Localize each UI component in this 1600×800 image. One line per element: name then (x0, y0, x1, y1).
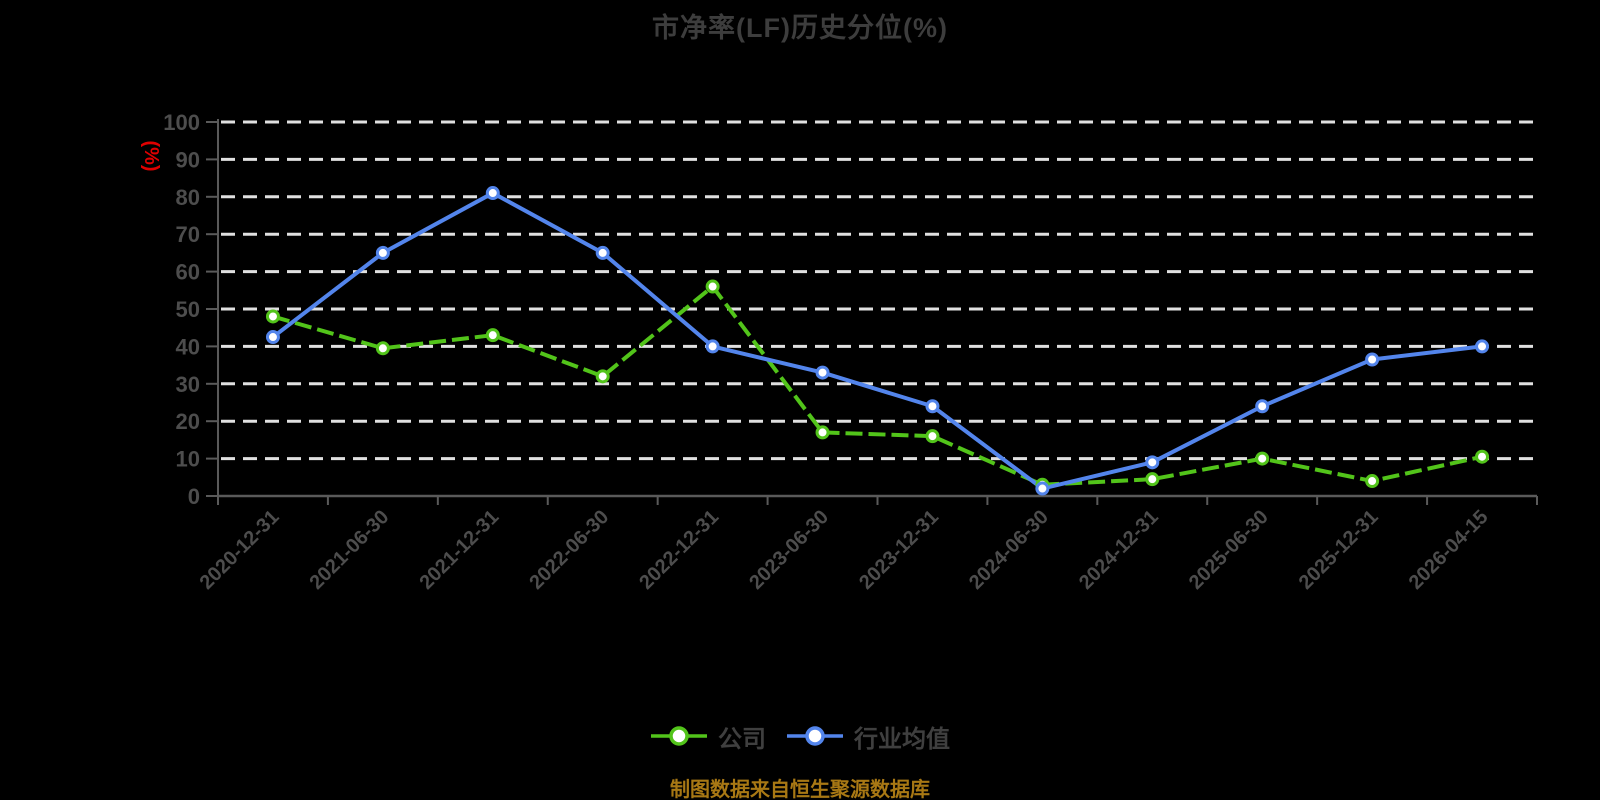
y-axis-label: 0 (188, 484, 200, 509)
industry-average-data-point (1365, 352, 1380, 367)
company-data-point (1255, 451, 1270, 466)
company-data-point (265, 309, 280, 324)
industry-average-data-point (1145, 455, 1160, 470)
industry-average-data-point (925, 399, 940, 414)
x-axis-label: 2024-12-31 (1075, 506, 1163, 594)
y-axis-label: 60 (176, 260, 200, 285)
x-axis-label: 2022-06-30 (525, 506, 613, 594)
y-axis-label: 50 (176, 297, 200, 322)
industry-average-data-point (1035, 481, 1050, 496)
company-data-point (925, 429, 940, 444)
legend-item-industry-average[interactable]: 行业均值 (786, 719, 950, 754)
x-axis-label: 2021-06-30 (306, 506, 394, 594)
x-axis-label: 2024-06-30 (965, 506, 1053, 594)
y-axis-label: 100 (163, 110, 200, 135)
y-axis-label: 80 (176, 185, 200, 210)
y-axis-unit-label: (%) (140, 140, 162, 171)
y-axis-label: 30 (176, 372, 200, 397)
legend-label-industry-average: 行业均值 (854, 725, 950, 753)
industry-average-series-marker-icon (787, 726, 843, 746)
data-source-note: 制图数据来自恒生聚源数据库 (670, 779, 930, 800)
company-series-marker-icon (651, 726, 707, 746)
company-data-point (1145, 472, 1160, 487)
industry-average-data-point (375, 245, 390, 260)
company-data-point (375, 341, 390, 356)
industry-average-data-point (265, 330, 280, 345)
industry-average-data-point (815, 365, 830, 380)
company-data-point (485, 328, 500, 343)
company-data-point (1475, 449, 1490, 464)
x-axis-label: 2022-12-31 (635, 506, 723, 594)
legend-label-company: 公司 (718, 725, 766, 753)
y-axis-label: 10 (176, 447, 200, 472)
x-axis-label: 2023-06-30 (745, 506, 833, 594)
industry-average-data-point (1255, 399, 1270, 414)
x-axis-label: 2025-06-30 (1185, 506, 1273, 594)
y-axis-label: 40 (176, 334, 200, 359)
industry-average-data-point (485, 186, 500, 201)
x-axis-label: 2023-12-31 (855, 506, 943, 594)
industry-average-data-point (595, 245, 610, 260)
x-axis-label: 2021-12-31 (415, 506, 503, 594)
company-data-point (705, 279, 720, 294)
industry-average-series-line (271, 191, 1483, 491)
legend-item-company[interactable]: 公司 (650, 719, 766, 754)
x-axis-label: 2025-12-31 (1295, 506, 1383, 594)
y-axis-label: 70 (176, 222, 200, 247)
company-data-point (1365, 474, 1380, 489)
company-series-line (272, 284, 1483, 487)
x-axis-label: 2026-04-15 (1405, 506, 1493, 594)
industry-average-data-point (1475, 339, 1490, 354)
industry-average-data-point (705, 339, 720, 354)
chart-title: 市净率(LF)历史分位(%) (652, 13, 948, 43)
company-data-point (815, 425, 830, 440)
y-axis-label: 20 (176, 409, 200, 434)
y-axis-label: 90 (176, 147, 200, 172)
x-axis-label: 2020-12-31 (196, 506, 284, 594)
chart-legend: 公司 行业均值 (0, 716, 1600, 756)
company-data-point (595, 369, 610, 384)
